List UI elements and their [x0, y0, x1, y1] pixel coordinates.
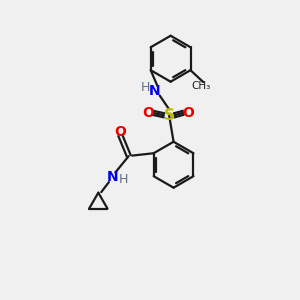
Text: S: S [164, 108, 175, 123]
Text: H: H [119, 172, 128, 186]
Text: O: O [182, 106, 194, 120]
Text: O: O [115, 125, 126, 139]
Text: N: N [148, 84, 160, 98]
Text: CH₃: CH₃ [191, 80, 210, 91]
Text: H: H [140, 81, 150, 94]
Text: N: N [106, 170, 118, 184]
Text: O: O [142, 106, 154, 120]
